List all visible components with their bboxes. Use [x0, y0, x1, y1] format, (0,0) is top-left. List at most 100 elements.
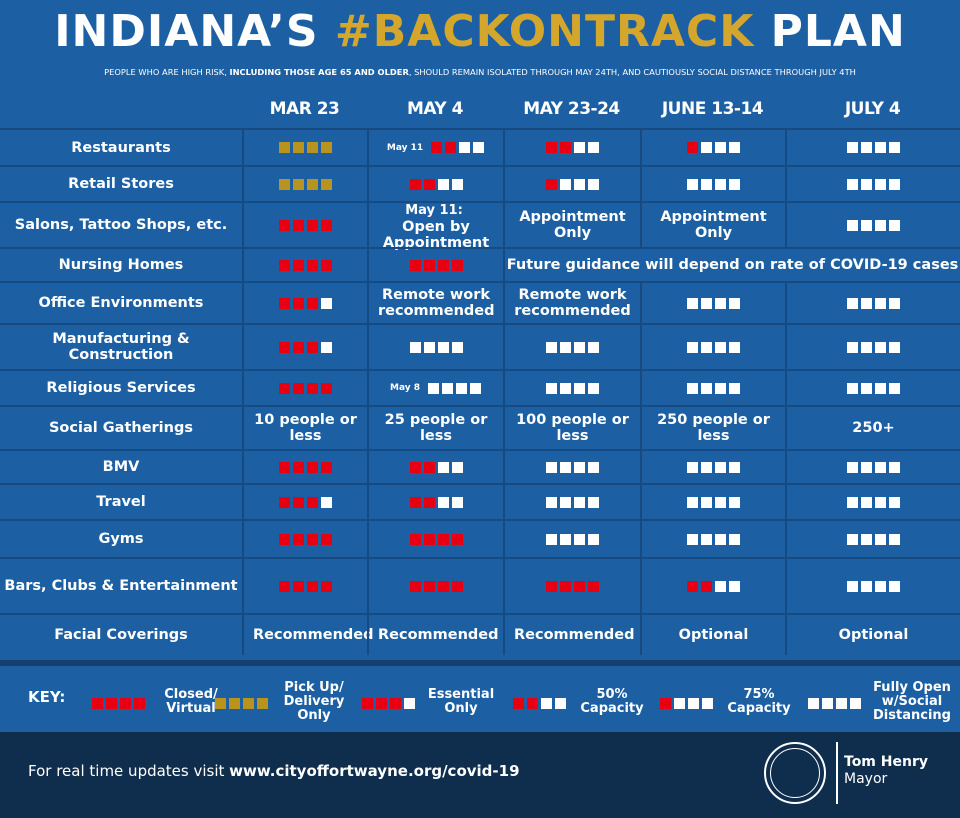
table-cell — [640, 371, 785, 405]
closed-square-icon — [444, 142, 456, 153]
table-cell — [242, 485, 367, 519]
open-square-icon — [546, 341, 557, 353]
key-item-text: 75% Capacity — [727, 687, 791, 716]
table-cell — [640, 167, 785, 201]
cell-text: 250 people or less — [657, 412, 770, 444]
open-square-icon — [889, 382, 900, 394]
status-squares — [545, 176, 601, 192]
open-square-icon — [554, 697, 566, 709]
open-square-icon — [687, 178, 698, 190]
closed-square-icon — [451, 259, 463, 271]
open-square-icon — [427, 382, 439, 394]
closed-square-icon — [687, 580, 698, 592]
key-item: Closed/ Virtual — [90, 678, 226, 726]
table-cell — [640, 559, 785, 613]
open-square-icon — [715, 580, 726, 592]
cell-text: Appointment Only — [519, 209, 626, 241]
key-item-text: Closed/ Virtual — [164, 687, 218, 716]
key-item: Fully Open w/Social Distancing — [806, 678, 952, 726]
open-square-icon — [687, 341, 698, 353]
mayor-title: Mayor — [844, 771, 888, 787]
status-squares — [686, 380, 742, 396]
table-cell — [785, 167, 960, 201]
closed-square-icon — [423, 496, 435, 508]
status-squares — [545, 339, 601, 355]
closed-square-icon — [279, 297, 290, 309]
open-square-icon — [451, 178, 463, 190]
closed-square-icon — [321, 382, 332, 394]
title-part: INDIANA’S — [54, 6, 335, 57]
closed-square-icon — [293, 341, 304, 353]
open-square-icon — [715, 341, 726, 353]
open-square-icon — [861, 496, 872, 508]
table-cell — [503, 451, 640, 483]
open-square-icon — [889, 219, 900, 231]
status-squares — [408, 459, 464, 475]
closed-square-icon — [293, 297, 304, 309]
open-square-icon — [574, 178, 585, 190]
table-cell — [640, 451, 785, 483]
open-square-icon — [729, 142, 740, 153]
open-square-icon — [437, 178, 449, 190]
table-cell — [367, 325, 503, 369]
open-square-icon — [875, 382, 886, 394]
table-cell — [785, 130, 960, 165]
table-row: Religious Services May 8 — [0, 369, 960, 405]
table-row: Gyms — [0, 519, 960, 557]
pickup-square-icon — [321, 142, 332, 153]
closed-square-icon — [560, 580, 571, 592]
open-square-icon — [729, 382, 740, 394]
open-square-icon — [574, 382, 585, 394]
open-square-icon — [715, 297, 726, 309]
divider — [836, 742, 838, 804]
table-cell: May 11 — [367, 130, 503, 165]
closed-square-icon — [279, 533, 290, 545]
title-part: PLAN — [754, 6, 906, 57]
closed-square-icon — [307, 297, 318, 309]
table-cell — [785, 283, 960, 323]
table-cell — [785, 485, 960, 519]
open-square-icon — [861, 580, 872, 592]
closed-square-icon — [588, 580, 599, 592]
table-cell: 25 people or less — [367, 407, 503, 449]
open-square-icon — [455, 382, 467, 394]
closed-square-icon — [375, 697, 387, 709]
row-label: BMV — [102, 459, 140, 475]
open-square-icon — [701, 142, 712, 153]
closed-square-icon — [409, 178, 421, 190]
pickup-square-icon — [242, 697, 254, 709]
open-square-icon — [588, 461, 599, 473]
table-cell — [503, 559, 640, 613]
open-square-icon — [701, 496, 712, 508]
open-square-icon — [847, 496, 858, 508]
closed-square-icon — [307, 341, 318, 353]
closed-square-icon — [423, 178, 435, 190]
status-squares — [545, 140, 601, 156]
table-cell — [785, 371, 960, 405]
open-square-icon — [821, 697, 833, 709]
table-cell — [785, 203, 960, 247]
table-cell — [503, 485, 640, 519]
status-squares — [686, 459, 742, 475]
table-cell: 100 people or less — [503, 407, 640, 449]
key-item-text: Pick Up/ Delivery Only — [283, 680, 345, 723]
status-squares — [408, 531, 464, 547]
status-squares — [360, 693, 416, 712]
closed-square-icon — [409, 580, 421, 592]
city-seal-icon — [764, 742, 826, 804]
open-square-icon — [875, 533, 886, 545]
pickup-square-icon — [321, 178, 332, 190]
key-label: KEY: — [28, 688, 66, 706]
status-squares — [686, 140, 742, 156]
status-squares — [545, 531, 601, 547]
table-cell — [785, 521, 960, 557]
status-squares — [278, 176, 334, 192]
footer-url-link[interactable]: www.cityoffortwayne.org/covid-19 — [229, 762, 520, 780]
open-square-icon — [437, 341, 449, 353]
table-row: Retail Stores — [0, 165, 960, 201]
cell-text: Remote work recommended — [378, 287, 495, 319]
closed-square-icon — [526, 697, 538, 709]
table-cell: Remote work recommended — [367, 283, 503, 323]
open-square-icon — [847, 142, 858, 153]
closed-square-icon — [307, 533, 318, 545]
